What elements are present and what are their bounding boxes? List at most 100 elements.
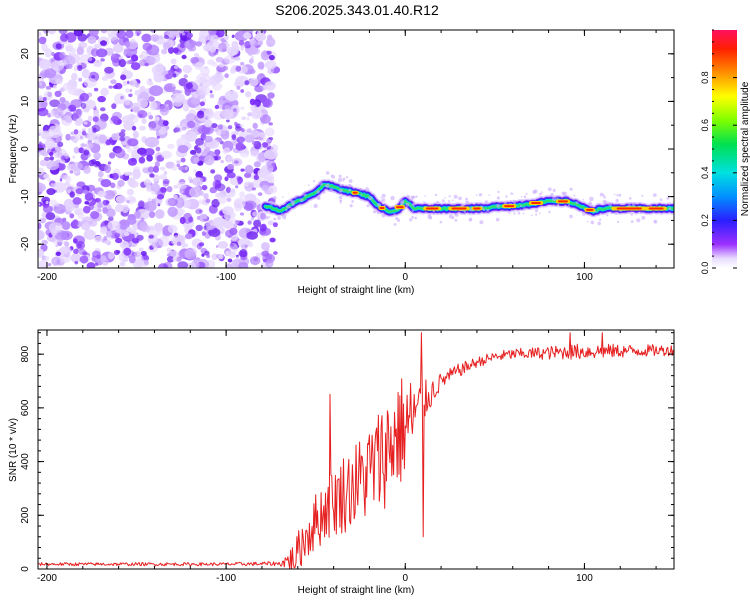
trace-speckle [513, 212, 516, 215]
noise-blob [140, 217, 145, 222]
trace-speckle [393, 223, 397, 226]
noise-blob [171, 83, 176, 87]
noise-blob [166, 247, 172, 253]
trace-speckle [338, 188, 343, 193]
noise-blob [84, 192, 94, 201]
trace-speckle [539, 212, 541, 215]
trace-speckle [604, 201, 608, 205]
noise-blob [267, 220, 274, 226]
noise-blob [83, 205, 91, 214]
noise-blob [149, 85, 163, 97]
noise-blob [38, 182, 46, 192]
noise-blob [226, 163, 235, 170]
noise-blob [218, 63, 225, 68]
trace-speckle [427, 214, 432, 219]
noise-blob [75, 188, 84, 195]
noise-blob [129, 80, 134, 86]
trace-speckle [409, 199, 412, 202]
noise-blob [203, 135, 213, 143]
noise-blob [115, 237, 123, 244]
noise-blob [215, 30, 225, 38]
trace-speckle [376, 210, 380, 215]
noise-blob [83, 121, 88, 125]
noise-blob [160, 166, 166, 171]
trace-speckle [285, 209, 288, 212]
trace-speckle [423, 201, 425, 203]
noise-blob [50, 229, 58, 236]
snr-x-axis: -200 -100 0 100 [37, 330, 657, 584]
noise-blob [195, 41, 203, 47]
noise-blob [268, 185, 278, 194]
noise-blob [240, 168, 245, 172]
noise-blob [61, 221, 71, 230]
noise-blob [132, 106, 140, 113]
noise-blob [230, 188, 236, 193]
trace-speckle [523, 207, 526, 210]
noise-blob [179, 189, 184, 194]
trace-speckle [641, 215, 646, 220]
noise-blob [184, 249, 197, 260]
spectrogram-noise-region [38, 30, 281, 268]
trace-speckle [476, 194, 478, 196]
noise-blob [92, 127, 97, 133]
noise-blob [201, 151, 207, 157]
noise-blob [154, 161, 160, 168]
noise-blob [127, 138, 139, 147]
noise-blob [267, 92, 275, 99]
noise-blob [150, 183, 161, 192]
noise-blob [50, 183, 55, 187]
trace-speckle [337, 177, 343, 183]
noise-blob [101, 30, 107, 34]
noise-blob [225, 186, 231, 193]
noise-blob [64, 181, 70, 187]
trace-speckle [653, 220, 656, 223]
noise-blob [67, 189, 71, 194]
noise-blob [195, 224, 203, 232]
noise-blob [193, 156, 200, 164]
noise-blob [204, 155, 215, 166]
noise-blob [93, 60, 103, 68]
noise-blob [100, 87, 109, 97]
y-tick-label: 400 [20, 453, 31, 470]
noise-blob [44, 138, 55, 150]
noise-blob [41, 239, 48, 245]
noise-blob [268, 54, 275, 61]
colorbar-tick-label: 0.6 [700, 119, 710, 132]
noise-blob [176, 181, 187, 190]
noise-blob [127, 158, 138, 166]
noise-blob [110, 182, 116, 189]
trace-speckle [284, 214, 287, 217]
noise-blob [102, 207, 108, 214]
noise-blob [93, 207, 98, 212]
noise-blob [244, 164, 254, 175]
noise-blob [224, 55, 236, 64]
noise-blob [73, 129, 79, 135]
noise-blob [49, 156, 54, 161]
noise-blob [93, 43, 100, 49]
trace-speckle [351, 200, 354, 203]
noise-blob [180, 157, 186, 163]
noise-blob [224, 90, 239, 102]
trace-speckle [668, 203, 671, 206]
noise-blob [201, 184, 208, 191]
noise-blob [72, 155, 76, 159]
noise-blob [126, 188, 134, 196]
noise-blob [103, 190, 116, 200]
trace-speckle [482, 208, 486, 211]
trace-speckle [465, 197, 468, 201]
noise-blob [150, 34, 160, 42]
noise-blob [262, 97, 272, 107]
trace-speckle [341, 183, 344, 186]
trace-speckle [325, 183, 330, 188]
trace-speckle [586, 220, 589, 223]
snr-series [38, 332, 674, 569]
noise-blob [48, 151, 54, 156]
trace-speckle [307, 184, 310, 186]
trace-speckle [615, 212, 618, 216]
noise-blob [70, 135, 79, 142]
noise-blob [122, 80, 128, 86]
noise-blob [69, 191, 75, 198]
noise-blob [210, 169, 216, 174]
trace-speckle [448, 200, 451, 203]
noise-blob [176, 163, 181, 168]
